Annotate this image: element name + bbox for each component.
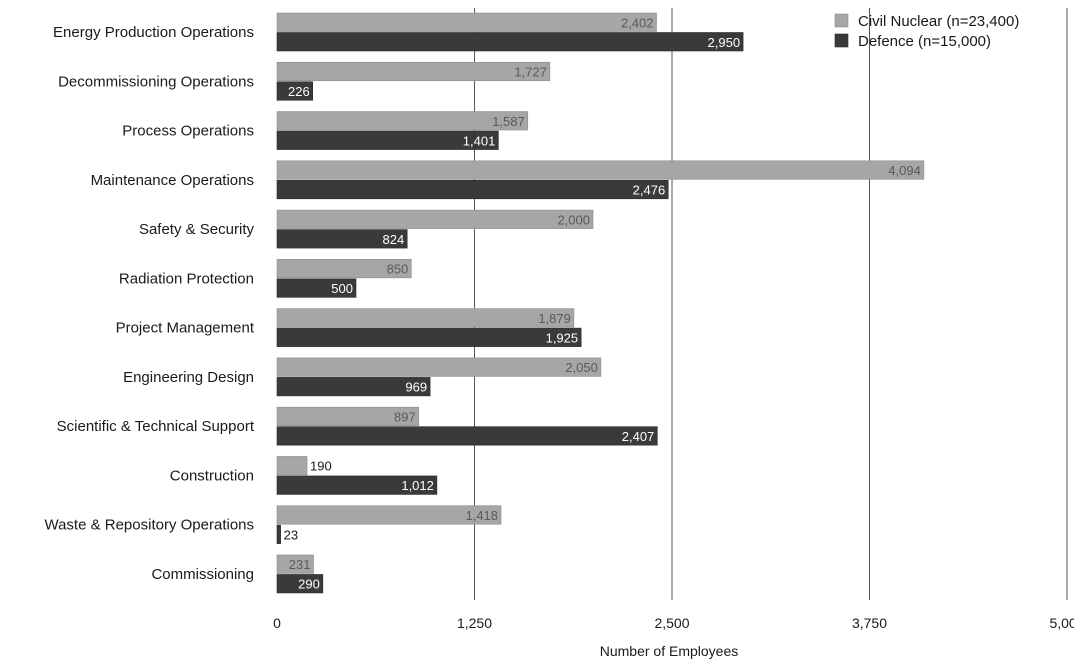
- civil-nuclear-value-label: 190: [310, 459, 332, 474]
- defence-bar: [276, 81, 314, 101]
- defence-value-label: 1,012: [401, 478, 434, 493]
- x-axis: 0 1,250 2,500 3,750 5,000 Number of Employees: [273, 615, 1074, 659]
- x-tick-label: 3,750: [852, 615, 887, 631]
- civil-nuclear-bar: [276, 12, 657, 32]
- civil-nuclear-value-label: 850: [387, 262, 409, 277]
- category-label: Scientific & Technical Support: [57, 418, 255, 435]
- category-label: Engineering Design: [123, 369, 254, 386]
- civil-nuclear-bar: [276, 160, 925, 180]
- x-tick-label: 5,000: [1049, 615, 1074, 631]
- civil-nuclear-bar: [276, 554, 314, 574]
- x-tick-label: 2,500: [654, 615, 689, 631]
- defence-legend-label: Defence (n=15,000): [858, 33, 991, 50]
- defence-value-label: 824: [382, 232, 404, 247]
- defence-bar: [276, 426, 658, 446]
- category-label: Energy Production Operations: [53, 24, 254, 41]
- civil-nuclear-bar: [276, 505, 502, 525]
- defence-value-label: 2,476: [633, 183, 666, 198]
- civil-nuclear-bar: [276, 456, 308, 476]
- defence-bar: [276, 130, 499, 150]
- civil-nuclear-bar: [276, 406, 420, 426]
- category-label: Commissioning: [151, 566, 254, 583]
- x-axis-title: Number of Employees: [600, 643, 739, 659]
- defence-legend-swatch: [834, 33, 849, 48]
- civil-nuclear-value-label: 1,727: [514, 65, 547, 80]
- category-label: Decommissioning Operations: [58, 73, 254, 90]
- defence-value-label: 1,925: [546, 330, 579, 345]
- civil-nuclear-value-label: 1,418: [465, 508, 498, 523]
- civil-nuclear-legend-label: Civil Nuclear (n=23,400): [858, 13, 1019, 30]
- x-tick-label: 0: [273, 615, 281, 631]
- defence-bar: [276, 524, 281, 545]
- civil-nuclear-value-label: 2,000: [557, 212, 590, 227]
- defence-bar: [276, 278, 357, 298]
- category-label: Safety & Security: [139, 221, 255, 238]
- category-label: Maintenance Operations: [91, 172, 254, 189]
- civil-nuclear-value-label: 231: [289, 557, 311, 572]
- defence-bar: [276, 574, 324, 594]
- defence-value-label: 23: [284, 527, 298, 542]
- civil-nuclear-value-label: 897: [394, 409, 416, 424]
- category-label: Radiation Protection: [119, 270, 254, 287]
- defence-value-label: 2,950: [708, 35, 741, 50]
- category-label: Waste & Repository Operations: [44, 517, 254, 534]
- defence-bar: [276, 327, 582, 347]
- civil-nuclear-value-label: 1,587: [492, 114, 525, 129]
- civil-nuclear-bar: [276, 111, 529, 131]
- bars: [276, 12, 925, 594]
- defence-bar: [276, 32, 744, 52]
- defence-bar: [276, 229, 408, 249]
- labels: Energy Production Operations 2,402 2,950 De…: [44, 15, 920, 591]
- defence-value-label: 969: [405, 380, 427, 395]
- civil-nuclear-legend-swatch: [834, 13, 849, 28]
- civil-nuclear-bar: [276, 308, 575, 328]
- legend: Civil Nuclear (n=23,400) Defence (n=15,00…: [834, 13, 1019, 50]
- civil-nuclear-bar: [276, 259, 412, 279]
- defence-bar: [276, 377, 431, 397]
- x-tick-label: 1,250: [457, 615, 492, 631]
- civil-nuclear-bar: [276, 61, 551, 82]
- civil-nuclear-value-label: 1,879: [538, 311, 571, 326]
- defence-value-label: 290: [298, 577, 320, 592]
- civil-nuclear-bar: [276, 209, 594, 229]
- defence-bar: [276, 475, 438, 495]
- defence-bar: [276, 180, 669, 200]
- civil-nuclear-bar: [276, 357, 602, 377]
- category-label: Construction: [170, 467, 254, 484]
- defence-value-label: 2,407: [622, 429, 655, 444]
- defence-value-label: 1,401: [463, 133, 496, 148]
- civil-nuclear-value-label: 4,094: [888, 163, 921, 178]
- gridlines: [474, 8, 1068, 600]
- civil-nuclear-value-label: 2,050: [565, 360, 598, 375]
- category-label: Process Operations: [122, 123, 254, 140]
- category-label: Project Management: [116, 320, 255, 337]
- civil-nuclear-value-label: 2,402: [621, 15, 654, 30]
- defence-value-label: 226: [288, 84, 310, 99]
- defence-value-label: 500: [331, 281, 353, 296]
